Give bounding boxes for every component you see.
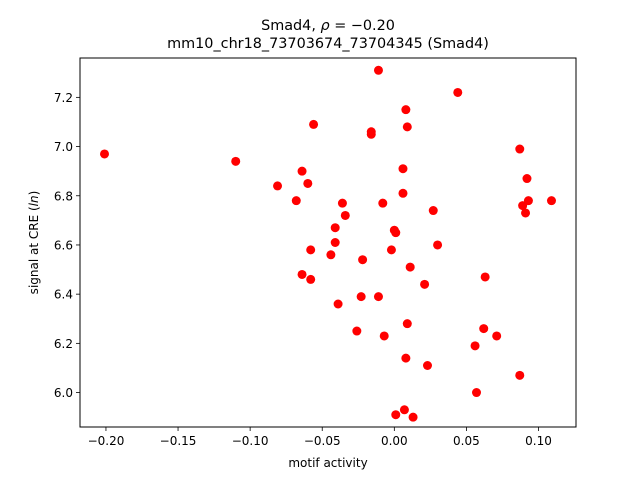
data-point-31 — [399, 405, 409, 415]
data-point-39 — [422, 361, 432, 370]
y-tick-label: 6.2 — [54, 337, 73, 351]
data-point-10 — [326, 250, 336, 260]
plot-frame — [79, 57, 577, 428]
data-point-7 — [306, 245, 316, 255]
data-point-29 — [398, 164, 408, 174]
data-point-12 — [330, 238, 340, 247]
x-axis-ticks: −0.20 −0.15 −0.10 −0.05 0.00 0.05 0.10 — [88, 427, 552, 448]
x-axis-label: motif activity — [288, 456, 367, 470]
data-point-21 — [373, 65, 383, 75]
data-point-20 — [366, 129, 376, 139]
data-point-6 — [303, 178, 313, 188]
chart-title: Smad4, ρ = −0.20 — [261, 18, 395, 34]
data-point-40 — [428, 206, 438, 216]
x-tick-label: −0.15 — [160, 434, 197, 448]
data-point-48 — [515, 144, 525, 154]
data-point-11 — [330, 223, 340, 233]
data-point-52 — [522, 174, 532, 184]
data-point-13 — [333, 299, 343, 309]
data-point-42 — [453, 87, 463, 97]
x-tick-label: 0.05 — [453, 434, 480, 448]
data-point-36 — [405, 262, 415, 272]
data-point-38 — [420, 279, 430, 289]
data-point-35 — [402, 319, 412, 329]
data-point-37 — [408, 412, 418, 422]
data-point-54 — [546, 196, 556, 206]
data-point-9 — [309, 119, 319, 129]
data-point-15 — [340, 210, 350, 220]
data-point-45 — [479, 324, 489, 334]
data-point-41 — [433, 240, 443, 250]
data-point-2 — [273, 181, 283, 191]
data-point-28 — [391, 410, 401, 420]
data-point-44 — [472, 388, 482, 398]
data-point-33 — [401, 353, 411, 363]
data-point-18 — [358, 255, 368, 265]
y-tick-label: 7.2 — [54, 91, 73, 105]
x-tick-label: 0.10 — [525, 434, 552, 448]
data-point-43 — [470, 341, 480, 351]
data-point-32 — [401, 105, 411, 115]
data-point-5 — [297, 269, 307, 279]
data-point-27 — [391, 228, 401, 238]
chart-subtitle: mm10_chr18_73703674_73704345 (Smad4) — [167, 36, 489, 52]
y-tick-label: 7.0 — [54, 140, 73, 154]
data-point-4 — [297, 166, 307, 176]
x-tick-label: −0.10 — [232, 434, 269, 448]
data-point-24 — [379, 331, 389, 341]
data-point-8 — [306, 274, 316, 284]
data-point-47 — [492, 331, 502, 341]
y-axis-label: signal at CRE (ln) — [27, 191, 41, 295]
x-tick-label: −0.05 — [304, 434, 341, 448]
data-point-17 — [356, 292, 366, 302]
y-tick-label: 6.6 — [54, 238, 73, 252]
x-tick-label: −0.20 — [88, 434, 125, 448]
y-tick-label: 6.4 — [54, 288, 73, 302]
y-tick-label: 6.0 — [54, 386, 73, 400]
data-point-16 — [352, 326, 362, 336]
y-axis-ticks: 6.0 6.2 6.4 6.6 6.8 7.0 7.2 — [54, 91, 80, 400]
data-point-23 — [378, 198, 388, 208]
data-point-14 — [337, 198, 347, 208]
data-point-51 — [521, 208, 531, 218]
data-point-53 — [523, 196, 533, 206]
data-point-30 — [398, 188, 408, 198]
data-point-22 — [373, 292, 383, 302]
data-point-0 — [100, 149, 110, 159]
data-point-34 — [402, 122, 412, 132]
x-tick-label: 0.00 — [381, 434, 408, 448]
data-points — [100, 65, 556, 422]
data-point-1 — [231, 156, 241, 166]
data-point-49 — [515, 370, 525, 380]
data-point-25 — [386, 245, 396, 255]
data-point-46 — [480, 272, 490, 282]
y-tick-label: 6.8 — [54, 189, 73, 203]
data-point-3 — [291, 196, 301, 206]
